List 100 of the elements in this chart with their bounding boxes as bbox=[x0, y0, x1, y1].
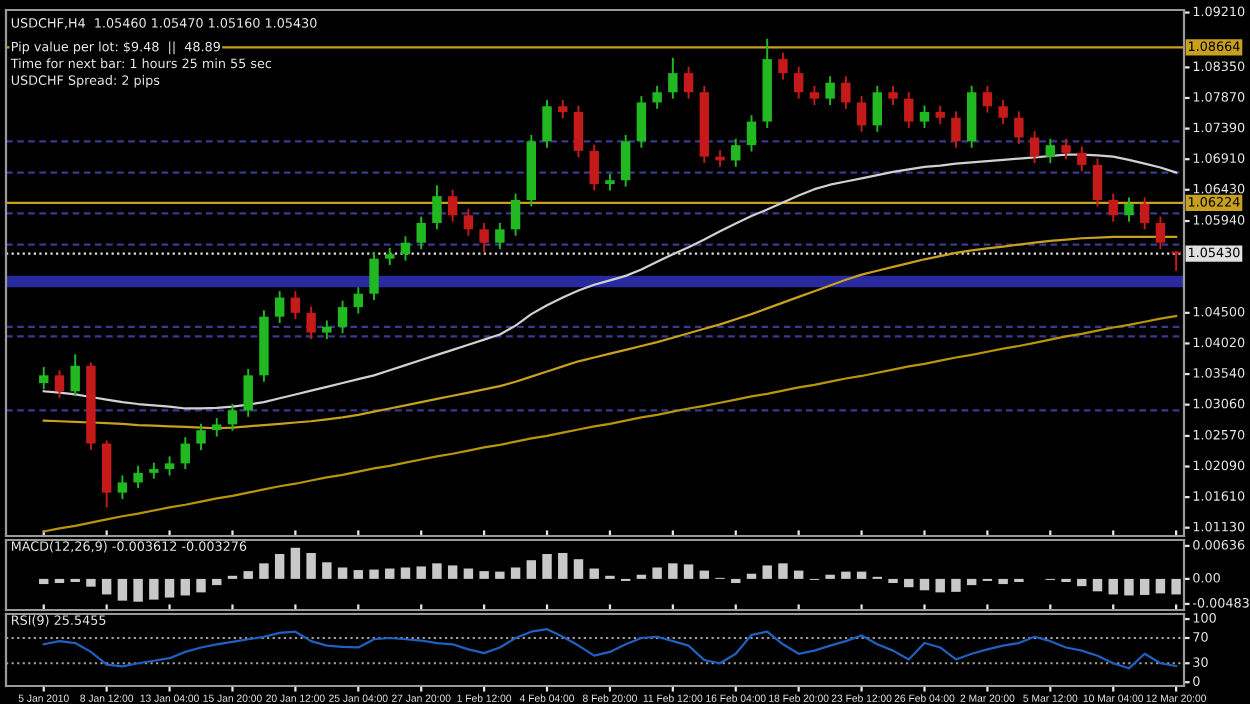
candlestick bbox=[558, 98, 568, 120]
bar bbox=[180, 578, 191, 596]
bar bbox=[463, 568, 474, 579]
bar bbox=[573, 559, 584, 579]
bar bbox=[699, 570, 710, 579]
candlestick bbox=[510, 192, 521, 237]
bar bbox=[149, 578, 159, 600]
bar bbox=[888, 578, 898, 584]
bar bbox=[1108, 578, 1118, 595]
candlestick bbox=[746, 114, 757, 153]
candlestick bbox=[353, 286, 364, 315]
bar bbox=[1077, 578, 1087, 587]
candlestick bbox=[793, 65, 804, 100]
candlestick bbox=[463, 207, 474, 237]
bar bbox=[731, 578, 741, 584]
bar bbox=[353, 570, 364, 579]
bar bbox=[117, 578, 128, 601]
candlestick bbox=[951, 110, 961, 149]
candlestick bbox=[337, 299, 348, 335]
candlestick bbox=[998, 98, 1008, 126]
candlestick bbox=[243, 367, 253, 418]
bar bbox=[526, 560, 537, 579]
candlestick bbox=[432, 184, 442, 231]
candlestick bbox=[683, 65, 694, 100]
candlestick bbox=[133, 464, 143, 490]
bar bbox=[164, 578, 175, 598]
bar bbox=[998, 578, 1008, 585]
bar bbox=[212, 578, 222, 586]
bar bbox=[746, 573, 757, 579]
bar bbox=[479, 571, 489, 579]
candlestick bbox=[274, 290, 285, 325]
bar bbox=[668, 563, 678, 579]
candlestick bbox=[1077, 145, 1087, 173]
bar bbox=[762, 565, 772, 579]
bar bbox=[778, 563, 788, 579]
line-series bbox=[42, 628, 1178, 670]
candlestick bbox=[495, 221, 505, 251]
candlestick bbox=[306, 305, 316, 340]
candlestick bbox=[731, 137, 741, 168]
candlestick bbox=[841, 75, 851, 110]
candlestick bbox=[919, 104, 930, 129]
candlestick bbox=[1061, 137, 1071, 161]
candlestick bbox=[888, 84, 898, 106]
candlestick bbox=[1171, 250, 1181, 272]
bar bbox=[935, 578, 945, 593]
candlestick bbox=[117, 474, 128, 500]
bar bbox=[589, 568, 599, 579]
candlestick bbox=[447, 188, 458, 223]
candlestick bbox=[1139, 196, 1150, 231]
candlestick bbox=[416, 215, 426, 251]
bar bbox=[1139, 578, 1150, 595]
bar bbox=[966, 578, 977, 586]
bar bbox=[306, 552, 316, 579]
bar bbox=[510, 567, 521, 579]
bar bbox=[1092, 578, 1103, 592]
bar bbox=[243, 571, 253, 579]
candlestick bbox=[904, 91, 914, 129]
candlestick bbox=[1045, 137, 1056, 164]
bar bbox=[447, 565, 458, 579]
candlestick bbox=[668, 56, 678, 100]
candlestick bbox=[164, 455, 175, 477]
bar bbox=[196, 578, 206, 593]
bar bbox=[432, 563, 442, 579]
candlestick bbox=[54, 369, 65, 399]
candlestick bbox=[212, 417, 222, 438]
candlestick bbox=[589, 143, 599, 192]
candlestick bbox=[620, 133, 631, 188]
candlestick bbox=[542, 98, 552, 149]
bar bbox=[558, 552, 568, 579]
bar bbox=[856, 571, 867, 579]
bar bbox=[904, 578, 914, 588]
bar bbox=[290, 547, 301, 579]
candlestick bbox=[39, 366, 49, 391]
candlestick bbox=[573, 104, 584, 159]
candlestick bbox=[778, 51, 788, 81]
candlestick bbox=[290, 290, 301, 321]
candlestick bbox=[872, 84, 883, 133]
candlestick bbox=[982, 84, 993, 114]
candlestick bbox=[479, 221, 489, 254]
bar bbox=[919, 578, 930, 591]
bar bbox=[133, 578, 143, 602]
bar bbox=[793, 570, 804, 579]
candlestick bbox=[652, 84, 662, 110]
line-series bbox=[42, 314, 1178, 533]
candlestick bbox=[935, 104, 945, 126]
bar bbox=[951, 578, 961, 592]
bar bbox=[322, 562, 332, 579]
bar bbox=[369, 569, 379, 579]
bar bbox=[416, 566, 426, 579]
bar bbox=[1124, 578, 1134, 596]
candlestick bbox=[70, 353, 80, 397]
bar bbox=[652, 567, 662, 579]
candlestick bbox=[180, 436, 191, 471]
candlestick bbox=[1108, 192, 1118, 223]
bar bbox=[495, 571, 505, 579]
candlestick bbox=[227, 403, 238, 432]
candlestick bbox=[322, 319, 332, 340]
bar bbox=[841, 571, 851, 579]
bar bbox=[400, 567, 411, 579]
bar bbox=[337, 567, 348, 579]
